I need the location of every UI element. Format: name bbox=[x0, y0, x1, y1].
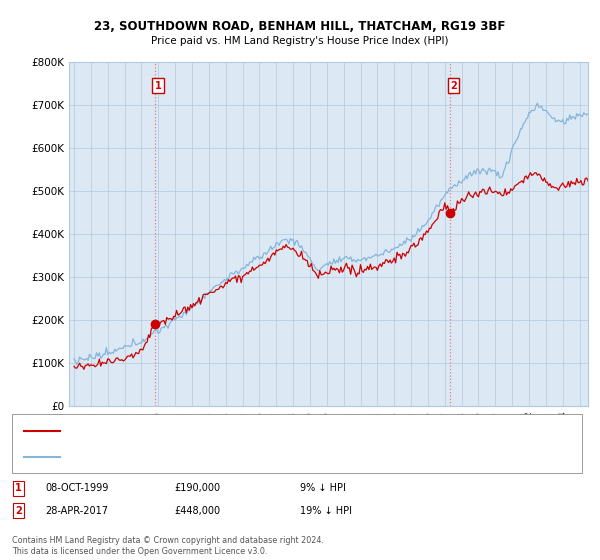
Text: 28-APR-2017: 28-APR-2017 bbox=[45, 506, 108, 516]
Text: 19% ↓ HPI: 19% ↓ HPI bbox=[300, 506, 352, 516]
Text: 2: 2 bbox=[15, 506, 22, 516]
Text: 23, SOUTHDOWN ROAD, BENHAM HILL, THATCHAM, RG19 3BF: 23, SOUTHDOWN ROAD, BENHAM HILL, THATCHA… bbox=[94, 20, 506, 32]
Text: 9% ↓ HPI: 9% ↓ HPI bbox=[300, 483, 346, 493]
Text: HPI: Average price, detached house, West Berkshire: HPI: Average price, detached house, West… bbox=[72, 452, 320, 461]
Text: 1: 1 bbox=[15, 483, 22, 493]
Text: Contains HM Land Registry data © Crown copyright and database right 2024.
This d: Contains HM Land Registry data © Crown c… bbox=[12, 536, 324, 556]
Text: 1: 1 bbox=[155, 81, 161, 91]
Text: Price paid vs. HM Land Registry's House Price Index (HPI): Price paid vs. HM Land Registry's House … bbox=[151, 36, 449, 46]
Text: £190,000: £190,000 bbox=[174, 483, 220, 493]
Text: 2: 2 bbox=[450, 81, 457, 91]
Text: 08-OCT-1999: 08-OCT-1999 bbox=[45, 483, 109, 493]
Text: 23, SOUTHDOWN ROAD, BENHAM HILL, THATCHAM, RG19 3BF (detached house): 23, SOUTHDOWN ROAD, BENHAM HILL, THATCHA… bbox=[72, 426, 452, 435]
Text: £448,000: £448,000 bbox=[174, 506, 220, 516]
